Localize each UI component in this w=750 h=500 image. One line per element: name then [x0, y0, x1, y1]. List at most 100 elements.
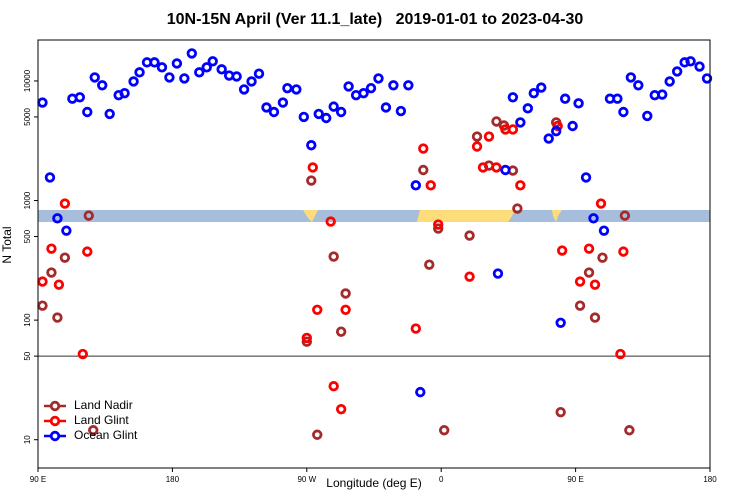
point [156, 62, 168, 73]
point [171, 58, 183, 69]
point [471, 131, 483, 142]
point [583, 267, 595, 278]
point [580, 172, 592, 183]
point [515, 117, 526, 128]
x-axis-label: Longitude (deg E) [326, 476, 421, 490]
point [556, 245, 568, 256]
point [216, 64, 227, 75]
point [618, 106, 629, 118]
point [552, 120, 563, 132]
point [312, 429, 323, 440]
point [685, 56, 696, 67]
point [598, 225, 610, 236]
point [619, 210, 631, 221]
point [618, 246, 629, 257]
point [335, 106, 347, 118]
point [164, 72, 175, 83]
point [325, 216, 336, 227]
point [464, 271, 475, 282]
point [52, 312, 63, 323]
land-mask-band [38, 210, 710, 222]
y-tick-label: 10 [23, 435, 32, 444]
point [555, 406, 566, 418]
point [418, 143, 429, 154]
point [89, 72, 100, 83]
point [701, 73, 713, 84]
point [301, 332, 312, 344]
point [335, 403, 347, 415]
point [522, 103, 534, 114]
legend-label: Ocean Glint [74, 428, 138, 442]
point [512, 203, 523, 214]
point [134, 67, 145, 78]
point [149, 57, 160, 68]
point [88, 425, 99, 436]
point [194, 67, 205, 78]
point [306, 175, 317, 186]
point [583, 243, 595, 254]
point [74, 92, 86, 103]
point [335, 326, 347, 337]
point [37, 97, 48, 108]
point [550, 126, 562, 137]
point [298, 111, 310, 123]
point [589, 279, 601, 290]
point [61, 225, 72, 236]
point [573, 98, 584, 109]
point [642, 110, 653, 122]
point [186, 48, 198, 59]
x-tick-label: 90 W [297, 475, 316, 484]
point [567, 120, 578, 132]
point [179, 73, 190, 84]
point [46, 243, 57, 254]
point [679, 57, 690, 68]
point [373, 73, 384, 84]
point [657, 89, 668, 100]
point [515, 180, 526, 191]
point [291, 84, 302, 95]
point [464, 230, 475, 241]
point [119, 87, 130, 99]
point [358, 87, 369, 99]
point [380, 102, 392, 113]
point [97, 80, 108, 91]
point [588, 213, 599, 224]
point [507, 92, 519, 103]
point [671, 66, 683, 77]
point [328, 381, 339, 392]
point [403, 80, 414, 91]
point [53, 279, 65, 290]
point [207, 56, 218, 67]
plot-area [37, 48, 713, 440]
legend-label: Land Glint [74, 413, 129, 427]
point [282, 82, 293, 94]
point [418, 164, 429, 176]
point [589, 312, 601, 323]
point [83, 210, 94, 221]
point [388, 80, 399, 91]
point [612, 93, 623, 104]
point [483, 131, 495, 142]
point [321, 112, 332, 124]
point [313, 108, 324, 120]
point [340, 304, 351, 315]
x-tick-label: 0 [439, 475, 444, 484]
point [46, 267, 57, 278]
legend-marker [49, 415, 61, 427]
legend-marker [49, 400, 61, 412]
point [477, 162, 489, 173]
y-tick-label: 5000 [23, 107, 32, 125]
point [492, 268, 504, 279]
point [340, 288, 351, 299]
point [664, 76, 675, 87]
point [59, 252, 71, 263]
point [37, 276, 48, 287]
y-tick-label: 1000 [23, 191, 32, 209]
point [301, 336, 312, 347]
legend-label: Land Nadir [74, 398, 133, 412]
point [425, 180, 436, 191]
point [595, 198, 607, 209]
point [268, 106, 280, 118]
land-shape [417, 210, 515, 222]
